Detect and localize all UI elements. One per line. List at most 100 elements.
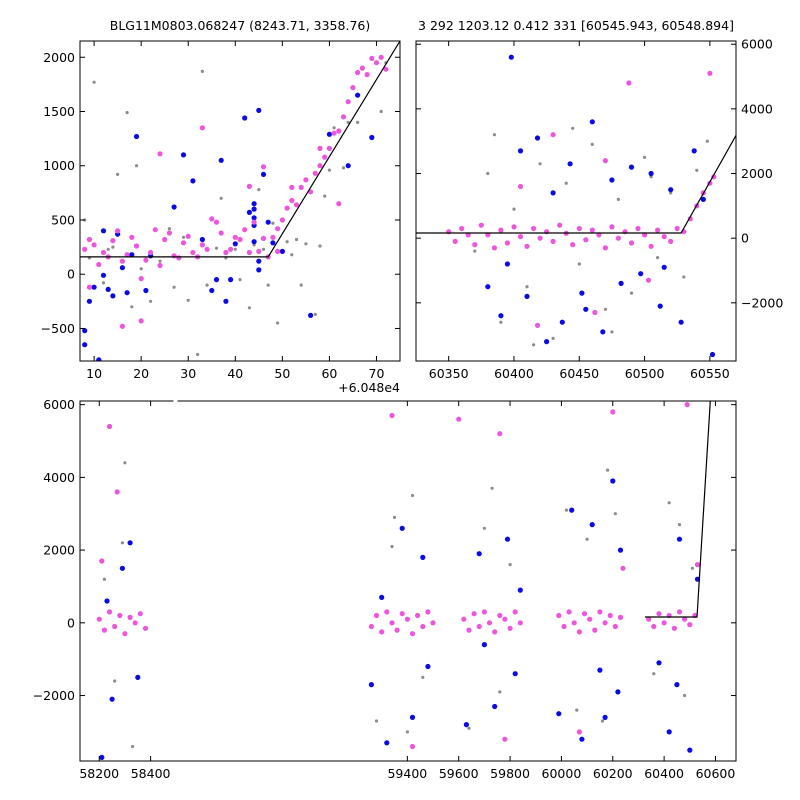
x-tick-label: 60550 [690,366,730,381]
y-tick-label: 1000 [43,158,75,173]
data-point-gray [590,142,594,146]
data-point-blue [498,313,504,319]
y-tick-label: 500 [51,212,75,227]
x-tick-label: 58400 [131,766,171,781]
data-point-magenta [668,238,674,244]
data-point-blue [508,54,514,60]
data-point-gray [131,744,135,749]
data-point-blue [524,293,530,299]
x-tick-label: 60400 [644,766,684,781]
data-point-magenta [399,611,405,617]
data-point-gray [643,155,647,159]
data-point-blue [384,740,390,746]
x-tick-label: 60450 [559,366,599,381]
data-point-magenta [661,620,667,626]
data-point-blue [544,339,550,345]
data-point-magenta [369,55,375,62]
data-point-blue [615,689,621,695]
data-point-blue [485,284,491,290]
data-point-gray [613,512,617,516]
data-point-gray [271,221,275,225]
data-point-magenta [336,201,342,207]
data-point-blue [251,215,257,221]
data-point-blue [476,551,482,557]
data-point-gray [498,690,502,694]
data-point-magenta [602,158,609,164]
data-point-gray [486,171,490,176]
data-point-magenta [275,226,281,232]
data-point-gray [525,285,529,289]
data-point-magenta [137,611,143,617]
data-point-magenta [350,85,356,91]
data-point-magenta [430,620,436,626]
data-point-blue [661,264,667,270]
data-point-blue [246,209,252,215]
data-point-magenta [86,236,92,243]
data-point-magenta [82,246,88,252]
data-point-gray [585,537,589,541]
data-point-blue [674,682,680,688]
data-point-blue [617,547,624,553]
data-point-blue [82,342,88,348]
data-point-blue [628,164,635,170]
data-point-magenta [256,248,262,254]
data-point-magenta [148,249,154,256]
data-point-blue [709,351,716,358]
data-point-gray [374,719,379,723]
model-line [644,401,711,618]
data-point-blue [218,157,224,163]
y-tick-label: 0 [67,615,75,630]
axis-frame [79,400,737,762]
data-point-magenta [534,322,541,328]
data-point-magenta [331,130,337,136]
y-tick-label: −2000 [741,295,783,310]
panel-title-left: BLG11M0803.068247 (8243.71, 3358.76) [110,18,370,33]
data-point-blue [691,148,697,154]
y-tick-label: 1500 [43,104,75,119]
data-point-gray [346,120,350,124]
data-point-blue [481,642,487,648]
data-point-magenta [684,402,690,408]
data-point-magenta [478,222,484,228]
y-tick-label: −500 [41,321,75,336]
data-point-gray [111,245,115,249]
data-point-magenta [452,238,458,244]
data-point-blue [251,206,257,212]
data-point-magenta [171,253,177,259]
data-point-blue [171,204,177,210]
data-point-blue [135,674,141,681]
data-point-magenta [364,72,370,78]
data-point-magenta [425,609,431,615]
data-point-blue [228,277,234,283]
data-point-magenta [512,609,518,615]
data-point-gray [172,285,176,289]
axis-frame [79,40,401,362]
data-point-blue [256,107,262,113]
data-point-magenta [232,234,238,240]
x-offset-label: +6.048e4 [338,380,400,395]
data-point-magenta [122,631,128,637]
data-point-blue [579,736,585,742]
data-point-magenta [317,145,323,151]
data-point-gray [652,672,656,676]
data-point-gray [705,139,709,143]
data-point-gray [318,244,322,248]
data-point-gray [690,566,695,570]
data-point-gray [606,468,610,472]
data-point-magenta [106,423,113,430]
data-point-magenta [592,309,598,316]
data-point-magenta [345,99,351,105]
data-point-gray [341,166,346,170]
data-point-magenta [498,227,504,233]
data-point-magenta [117,612,123,619]
x-tick-label: 60 [321,366,337,381]
data-point-gray [123,461,127,465]
data-point-blue [420,554,426,561]
data-point-gray [667,501,671,505]
data-point-magenta [587,616,593,622]
data-point-blue [232,241,238,247]
data-point-blue [209,287,215,294]
x-tick-label: 59400 [387,766,427,781]
data-point-magenta [378,54,384,60]
